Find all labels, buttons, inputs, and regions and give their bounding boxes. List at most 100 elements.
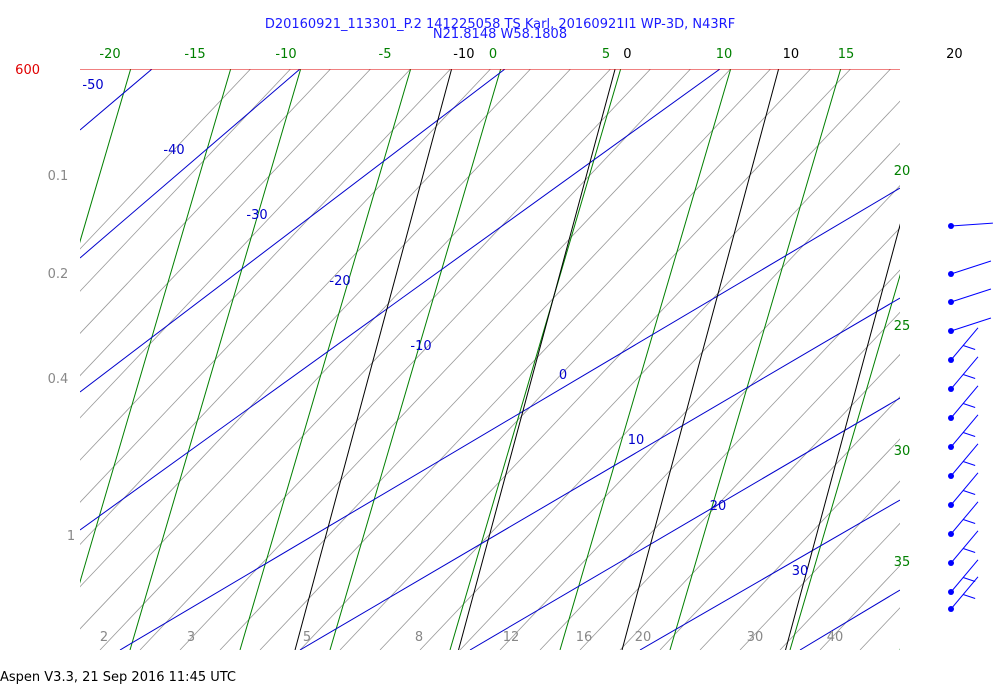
mixing-ratio-line <box>639 499 900 650</box>
moist-adiabat-line <box>259 69 812 650</box>
moist-adiabat-line <box>980 59 1000 650</box>
dry-adiabat-line <box>789 273 900 650</box>
wind-barb-staff <box>950 317 992 332</box>
isotherm-label: 0 <box>623 47 631 62</box>
mixing-ratio-label: 16 <box>576 630 593 645</box>
wind-barb-staff <box>950 288 992 303</box>
wind-barb-staff <box>950 472 979 506</box>
moist-adiabat-label: -50 <box>82 78 103 93</box>
moist-adiabat-line <box>539 269 900 650</box>
mixing-ratio-line <box>80 69 301 259</box>
moist-adiabat-line <box>299 69 852 650</box>
mixing-ratio-label: 12 <box>503 630 520 645</box>
mixing-ratio-label: 8 <box>415 630 423 645</box>
left-scale-label: 0.4 <box>48 372 69 387</box>
moist-adiabat-line <box>80 69 252 250</box>
isotherm-label: 10 <box>783 47 800 62</box>
wind-barb-flag <box>962 374 976 379</box>
dry-adiabat-label: -5 <box>379 47 392 62</box>
left-scale-label: 1 <box>67 529 75 544</box>
dry-adiabat-label: 30 <box>894 444 911 459</box>
mixing-ratio-line <box>80 69 153 131</box>
mixing-ratio-label: 2 <box>100 630 108 645</box>
wind-barb-staff <box>950 501 979 535</box>
moist-adiabat-line <box>699 438 900 650</box>
mixing-ratio-line <box>119 187 900 650</box>
dry-adiabat-line <box>239 69 412 650</box>
dry-adiabat-label: 10 <box>716 47 733 62</box>
wind-barb-flag <box>962 432 976 437</box>
isotherm-label: 20 <box>946 47 963 62</box>
dry-adiabat-line <box>329 69 502 650</box>
plot-area <box>80 59 1000 650</box>
moist-adiabat-label: 30 <box>792 564 809 579</box>
wind-barb-staff <box>950 414 979 448</box>
wind-barb-flag <box>962 548 976 553</box>
dry-adiabat-line <box>559 69 732 650</box>
wind-barb-staff <box>950 530 979 564</box>
moist-adiabat-line <box>739 480 900 650</box>
moist-adiabat-line <box>659 396 900 650</box>
moist-adiabat-line <box>379 100 900 650</box>
mixing-ratio-line <box>80 69 721 531</box>
wind-barb-staff <box>950 559 979 593</box>
moist-adiabat-line <box>459 185 900 650</box>
moist-adiabat-line <box>579 311 900 650</box>
wind-barb-staff <box>950 576 979 610</box>
moist-adiabat-line <box>80 69 572 588</box>
wind-barb-staff <box>950 327 979 361</box>
moist-adiabat-line <box>80 69 492 503</box>
moist-adiabat-line <box>339 69 892 650</box>
chart-subtitle: N21.8148 W58.1808 <box>432 27 568 42</box>
moist-adiabat-line <box>80 69 292 292</box>
moist-adiabat-label: -30 <box>246 208 267 223</box>
dry-adiabat-line <box>129 69 302 650</box>
moist-adiabat-label: 20 <box>710 499 727 514</box>
wind-barb-flag <box>962 403 976 408</box>
moist-adiabat-line <box>80 69 332 334</box>
mixing-ratio-label: 30 <box>747 630 764 645</box>
moist-adiabat-line <box>859 607 900 650</box>
chart-title: D20160921_113301_P.2 141225058 TS Karl, … <box>264 17 736 32</box>
dry-adiabat-label: 35 <box>894 555 911 570</box>
moist-adiabat-label: -20 <box>329 274 350 289</box>
moist-adiabat-line <box>80 69 612 630</box>
moist-adiabat-label: -40 <box>163 143 184 158</box>
moist-adiabat-line <box>499 227 900 650</box>
dry-adiabat-label: -10 <box>275 47 296 62</box>
moist-adiabat-label: 0 <box>559 368 567 383</box>
moist-adiabat-label: -10 <box>410 339 431 354</box>
dry-adiabat-label: 20 <box>894 164 911 179</box>
moist-adiabat-line <box>80 69 452 461</box>
mixing-ratio-label: 20 <box>635 630 652 645</box>
moist-adiabat-line <box>99 69 652 650</box>
mixing-ratio-line <box>80 69 506 393</box>
mixing-ratio-line <box>469 397 900 650</box>
wind-barb-flag <box>962 461 976 466</box>
mixing-ratio-label: 40 <box>827 630 844 645</box>
wind-barb-flag <box>962 519 976 524</box>
moist-adiabat-line <box>779 522 900 650</box>
footer-text: Aspen V3.3, 21 Sep 2016 11:45 UTC <box>0 670 237 685</box>
mixing-ratio-line <box>799 589 900 650</box>
dry-adiabat-line <box>669 69 842 650</box>
wind-barb-flag <box>962 345 976 350</box>
wind-barb-flag <box>962 490 976 495</box>
isotherm-line <box>785 223 900 650</box>
moist-adiabat-line <box>179 69 732 650</box>
moist-adiabat-line <box>80 69 372 377</box>
moist-adiabat-line <box>219 69 772 650</box>
pressure-label: 600 <box>15 63 40 78</box>
wind-barb-staff <box>950 260 992 275</box>
mixing-ratio-label: 3 <box>187 630 195 645</box>
wind-barb-flag <box>962 577 976 582</box>
isotherm-line <box>458 69 616 650</box>
moist-adiabat-label: 10 <box>628 433 645 448</box>
moist-adiabat-line <box>80 69 412 419</box>
dry-adiabat-line <box>80 69 232 584</box>
dry-adiabat-label: 0 <box>489 47 497 62</box>
dry-adiabat-label: 25 <box>894 319 911 334</box>
dry-adiabat-line <box>80 69 132 244</box>
moist-adiabat-line <box>139 69 692 650</box>
